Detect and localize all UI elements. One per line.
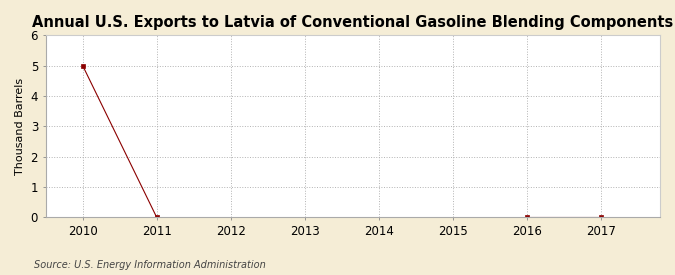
Text: Source: U.S. Energy Information Administration: Source: U.S. Energy Information Administ… [34, 260, 265, 270]
Y-axis label: Thousand Barrels: Thousand Barrels [15, 78, 25, 175]
Title: Annual U.S. Exports to Latvia of Conventional Gasoline Blending Components: Annual U.S. Exports to Latvia of Convent… [32, 15, 674, 30]
